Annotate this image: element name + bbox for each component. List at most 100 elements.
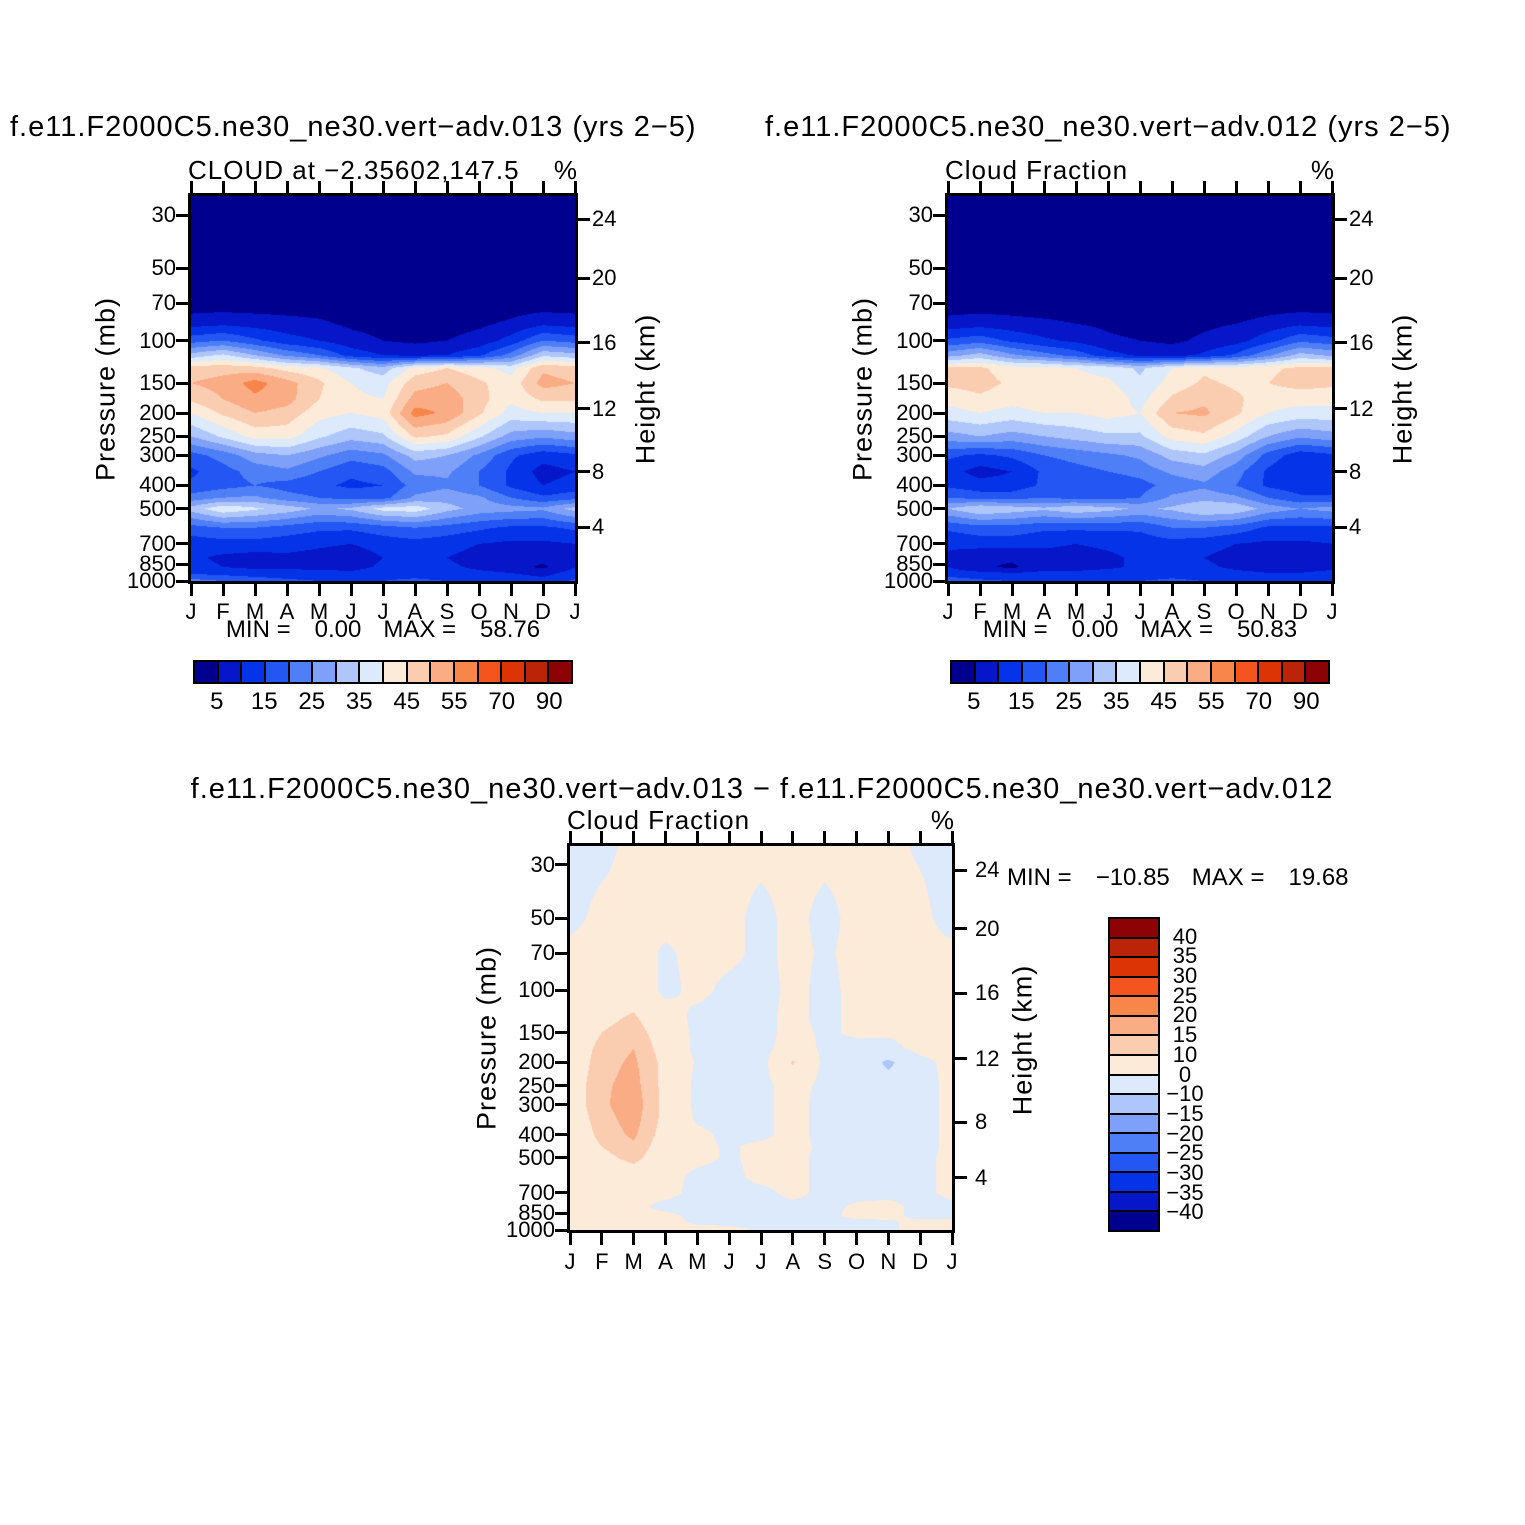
month-tick-top [1202, 181, 1206, 193]
pressure-tick [176, 483, 188, 487]
colorbar-label: −20 [1166, 1120, 1204, 1146]
pressure-tick-label: 150 [518, 1019, 555, 1045]
month-tick-bottom [1266, 584, 1270, 596]
pressure-tick-label: 850 [518, 1200, 555, 1226]
height-tick-label: 8 [592, 458, 605, 484]
colorbar-label: 90 [535, 688, 563, 715]
pressure-tick [933, 453, 945, 457]
month-tick-top [918, 831, 922, 843]
pressure-tick [933, 381, 945, 385]
month-tick-bottom [1138, 584, 1142, 596]
month-label: S [439, 599, 455, 624]
colorbar-cell [1110, 977, 1158, 998]
height-tick [955, 1120, 967, 1124]
month-tick-top [1138, 181, 1142, 193]
colorbar-label: 55 [440, 688, 468, 715]
pressure-tick [933, 562, 945, 566]
colorbar-label: 45 [393, 688, 421, 715]
pressure-tick-label: 700 [139, 530, 176, 556]
run-title-left: f.e11.F2000C5.ne30_ne30.vert−adv.013 (yr… [10, 111, 697, 143]
pressure-tick [176, 339, 188, 343]
colorbar-cell [1164, 662, 1189, 682]
pressure-tick-label: 70 [530, 940, 555, 966]
colorbar-cell [1110, 1055, 1158, 1076]
height-tick-label: 16 [592, 329, 617, 355]
pressure-tick [933, 483, 945, 487]
colorbar-cell [1211, 662, 1236, 682]
month-tick-top [1042, 181, 1046, 193]
pressure-tick-label: 1000 [506, 1217, 555, 1242]
month-tick-top [1170, 181, 1174, 193]
height-tick [1335, 341, 1347, 345]
colorbar-cell [1093, 662, 1118, 682]
month-tick-top [695, 831, 699, 843]
month-tick-top [285, 181, 289, 193]
colorbar-cell [407, 662, 432, 682]
month-label: F [595, 1249, 609, 1274]
height-tick [1335, 407, 1347, 411]
height-tick [578, 407, 590, 411]
month-tick-top [791, 831, 795, 843]
colorbar-cell [1070, 662, 1094, 682]
month-tick-top [632, 831, 636, 843]
month-tick-top [1074, 181, 1078, 193]
pressure-tick [933, 266, 945, 270]
pressure-tick [176, 381, 188, 385]
pressure-tick-label: 30 [151, 202, 176, 228]
pressure-tick-label: 700 [896, 530, 933, 556]
month-label: A [1164, 599, 1180, 624]
pressure-tick [555, 1191, 567, 1195]
height-tick [955, 1057, 967, 1061]
pressure-tick [933, 507, 945, 511]
pressure-tick [176, 411, 188, 415]
colorbar-cell [265, 662, 290, 682]
height-tick-label: 20 [975, 915, 1000, 941]
month-tick-bottom [978, 584, 982, 596]
month-label: N [503, 599, 519, 624]
colorbar-label: 5 [210, 688, 224, 715]
pressure-tick [933, 301, 945, 305]
pressure-tick [176, 562, 188, 566]
month-tick-bottom [568, 1233, 572, 1245]
panel-title-panel-diff: Cloud Fraction [567, 805, 751, 835]
month-label: O [1227, 599, 1245, 624]
month-label: J [942, 599, 954, 624]
height-tick-label: 20 [1349, 265, 1374, 291]
pressure-tick [555, 1060, 567, 1064]
pressure-tick-label: 300 [896, 442, 933, 468]
colorbar-cell [1110, 1153, 1158, 1174]
month-tick-bottom [855, 1233, 858, 1245]
month-tick-bottom [445, 584, 449, 596]
height-tick [1335, 525, 1347, 529]
month-label: A [1036, 599, 1052, 624]
month-label: S [1196, 599, 1212, 624]
colorbar-cell [1110, 1075, 1158, 1096]
colorbar-cell [1306, 662, 1328, 682]
colorbar-label: −40 [1166, 1199, 1204, 1225]
month-tick-top [1106, 181, 1110, 193]
colorbar-label: −25 [1166, 1140, 1204, 1166]
month-tick-bottom [823, 1233, 827, 1245]
min-value: 0.00 [1071, 616, 1119, 643]
colorbar-cell [975, 662, 1000, 682]
pressure-axis-title: Pressure (mb) [90, 296, 121, 482]
pressure-tick [176, 579, 188, 583]
height-axis-title: Height (km) [630, 313, 661, 465]
month-tick-top [1010, 181, 1014, 193]
month-label: A [407, 599, 423, 624]
colorbar-cell [1110, 919, 1158, 939]
pressure-tick [933, 339, 945, 343]
colorbar-panel-012 [950, 660, 1330, 684]
colorbar-cell [454, 662, 479, 682]
contour-plot-panel-012 [945, 193, 1335, 584]
colorbar-cell [336, 662, 361, 682]
pressure-tick [555, 951, 567, 955]
month-tick-bottom [477, 584, 481, 596]
max-label: MAX = [383, 616, 457, 643]
month-label: J [723, 1249, 735, 1274]
height-tick [955, 991, 967, 995]
month-tick-bottom [600, 1233, 604, 1245]
pressure-tick [933, 579, 945, 583]
month-tick-bottom [1010, 584, 1014, 596]
